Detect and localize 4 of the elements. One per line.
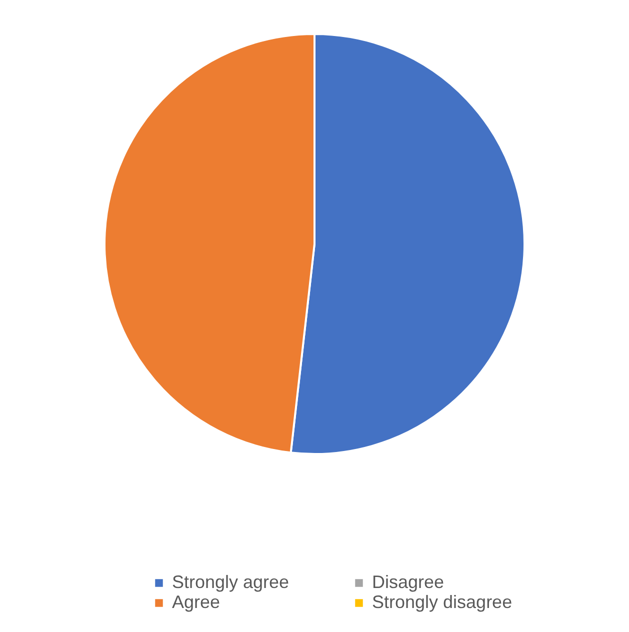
legend-label: Strongly disagree xyxy=(372,592,512,612)
legend-label: Disagree xyxy=(372,572,444,592)
legend-label: Strongly agree xyxy=(172,572,290,592)
legend-label: Agree xyxy=(172,592,220,612)
